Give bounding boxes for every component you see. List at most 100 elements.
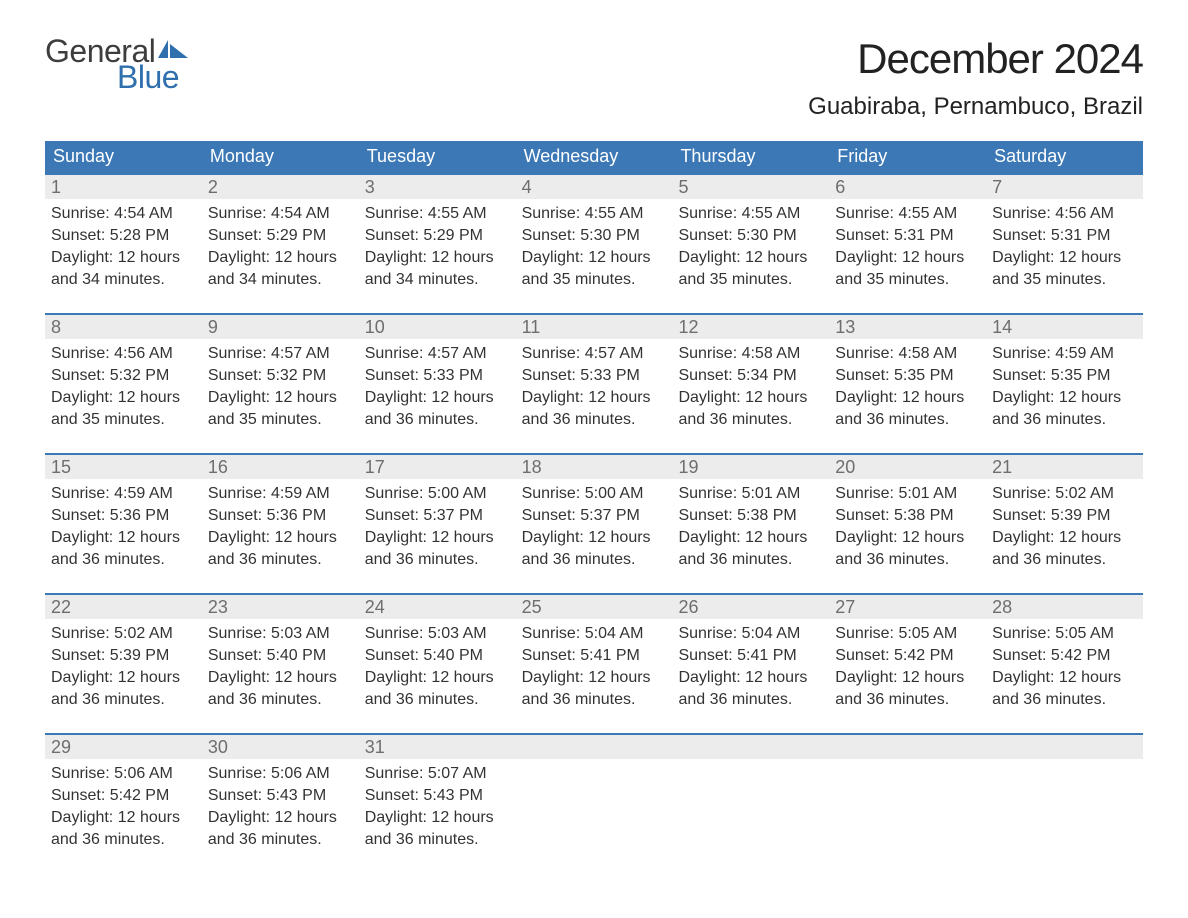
sunset-text: Sunset: 5:42 PM	[835, 645, 980, 667]
sunrise-text: Sunrise: 5:04 AM	[678, 623, 823, 645]
sunrise-text: Sunrise: 5:02 AM	[51, 623, 196, 645]
date-number: 24	[359, 595, 516, 619]
cell-body: Sunrise: 5:05 AMSunset: 5:42 PMDaylight:…	[986, 619, 1143, 719]
sunrise-text: Sunrise: 4:57 AM	[365, 343, 510, 365]
date-number: 13	[829, 315, 986, 339]
sunrise-text: Sunrise: 5:04 AM	[522, 623, 667, 645]
date-number: 15	[45, 455, 202, 479]
date-number: 5	[672, 175, 829, 199]
sunrise-text: Sunrise: 5:06 AM	[51, 763, 196, 785]
cell-body: Sunrise: 4:55 AMSunset: 5:30 PMDaylight:…	[672, 199, 829, 299]
sunset-text: Sunset: 5:40 PM	[365, 645, 510, 667]
week-row: 8Sunrise: 4:56 AMSunset: 5:32 PMDaylight…	[45, 313, 1143, 439]
sunset-text: Sunset: 5:43 PM	[208, 785, 353, 807]
daylight-text: Daylight: 12 hours and 36 minutes.	[522, 667, 667, 711]
sunset-text: Sunset: 5:37 PM	[522, 505, 667, 527]
date-number: 8	[45, 315, 202, 339]
sunset-text: Sunset: 5:38 PM	[835, 505, 980, 527]
date-number: 2	[202, 175, 359, 199]
sunset-text: Sunset: 5:29 PM	[365, 225, 510, 247]
sunset-text: Sunset: 5:29 PM	[208, 225, 353, 247]
date-number: 31	[359, 735, 516, 759]
sunset-text: Sunset: 5:39 PM	[992, 505, 1137, 527]
date-number: 20	[829, 455, 986, 479]
title-block: December 2024 Guabiraba, Pernambuco, Bra…	[808, 35, 1143, 135]
calendar-cell: 19Sunrise: 5:01 AMSunset: 5:38 PMDayligh…	[672, 455, 829, 579]
sunset-text: Sunset: 5:37 PM	[365, 505, 510, 527]
calendar-cell: 24Sunrise: 5:03 AMSunset: 5:40 PMDayligh…	[359, 595, 516, 719]
daylight-text: Daylight: 12 hours and 34 minutes.	[365, 247, 510, 291]
daylight-text: Daylight: 12 hours and 35 minutes.	[51, 387, 196, 431]
daylight-text: Daylight: 12 hours and 36 minutes.	[365, 527, 510, 571]
date-number: 19	[672, 455, 829, 479]
daylight-text: Daylight: 12 hours and 35 minutes.	[678, 247, 823, 291]
daylight-text: Daylight: 12 hours and 36 minutes.	[992, 667, 1137, 711]
sunset-text: Sunset: 5:33 PM	[522, 365, 667, 387]
sunset-text: Sunset: 5:42 PM	[51, 785, 196, 807]
calendar-cell: 27Sunrise: 5:05 AMSunset: 5:42 PMDayligh…	[829, 595, 986, 719]
sunrise-text: Sunrise: 4:55 AM	[522, 203, 667, 225]
sunrise-text: Sunrise: 5:01 AM	[678, 483, 823, 505]
cell-body: Sunrise: 5:01 AMSunset: 5:38 PMDaylight:…	[672, 479, 829, 579]
calendar-cell: 4Sunrise: 4:55 AMSunset: 5:30 PMDaylight…	[516, 175, 673, 299]
date-number: 3	[359, 175, 516, 199]
daylight-text: Daylight: 12 hours and 36 minutes.	[208, 527, 353, 571]
sunset-text: Sunset: 5:39 PM	[51, 645, 196, 667]
cell-body: Sunrise: 5:02 AMSunset: 5:39 PMDaylight:…	[45, 619, 202, 719]
daylight-text: Daylight: 12 hours and 36 minutes.	[208, 807, 353, 851]
cell-body: Sunrise: 4:57 AMSunset: 5:33 PMDaylight:…	[359, 339, 516, 439]
cell-body: Sunrise: 4:56 AMSunset: 5:31 PMDaylight:…	[986, 199, 1143, 299]
location-text: Guabiraba, Pernambuco, Brazil	[808, 93, 1143, 121]
calendar-cell: 12Sunrise: 4:58 AMSunset: 5:34 PMDayligh…	[672, 315, 829, 439]
day-header-cell: Saturday	[986, 141, 1143, 172]
cell-body: Sunrise: 4:59 AMSunset: 5:36 PMDaylight:…	[202, 479, 359, 579]
date-number: 9	[202, 315, 359, 339]
calendar-cell: 17 Sunrise: 5:00 AMSunset: 5:37 PMDayligh…	[359, 455, 516, 579]
daylight-text: Daylight: 12 hours and 36 minutes.	[208, 667, 353, 711]
cell-body: Sunrise: 4:57 AMSunset: 5:33 PMDaylight:…	[516, 339, 673, 439]
day-header-cell: Friday	[829, 141, 986, 172]
sunrise-text: Sunrise: 5:00 AM	[365, 483, 510, 505]
sunrise-text: Sunrise: 5:05 AM	[835, 623, 980, 645]
date-number: 23	[202, 595, 359, 619]
calendar-cell: 3Sunrise: 4:55 AMSunset: 5:29 PMDaylight…	[359, 175, 516, 299]
calendar-cell: 1Sunrise: 4:54 AMSunset: 5:28 PMDaylight…	[45, 175, 202, 299]
sunset-text: Sunset: 5:31 PM	[835, 225, 980, 247]
cell-body: Sunrise: 5:06 AMSunset: 5:42 PMDaylight:…	[45, 759, 202, 859]
date-number: 17	[359, 455, 516, 479]
calendar-cell: 7Sunrise: 4:56 AMSunset: 5:31 PMDaylight…	[986, 175, 1143, 299]
calendar-cell: 15Sunrise: 4:59 AMSunset: 5:36 PMDayligh…	[45, 455, 202, 579]
date-number: 14	[986, 315, 1143, 339]
date-number: 1	[45, 175, 202, 199]
calendar-cell: 11Sunrise: 4:57 AMSunset: 5:33 PMDayligh…	[516, 315, 673, 439]
calendar-cell: 31Sunrise: 5:07 AMSunset: 5:43 PMDayligh…	[359, 735, 516, 859]
sunrise-text: Sunrise: 5:03 AM	[208, 623, 353, 645]
calendar-cell: 10Sunrise: 4:57 AMSunset: 5:33 PMDayligh…	[359, 315, 516, 439]
cell-body: Sunrise: 5:04 AMSunset: 5:41 PMDaylight:…	[516, 619, 673, 719]
calendar-cell	[829, 735, 986, 859]
calendar-cell: 18Sunrise: 5:00 AMSunset: 5:37 PMDayligh…	[516, 455, 673, 579]
date-number: 18	[516, 455, 673, 479]
calendar-cell	[986, 735, 1143, 859]
calendar-cell: 26Sunrise: 5:04 AMSunset: 5:41 PMDayligh…	[672, 595, 829, 719]
sunset-text: Sunset: 5:41 PM	[678, 645, 823, 667]
cell-body: Sunrise: 5:00 AMSunset: 5:37 PMDaylight:…	[516, 479, 673, 579]
date-number	[672, 735, 829, 759]
calendar-cell: 16Sunrise: 4:59 AMSunset: 5:36 PMDayligh…	[202, 455, 359, 579]
calendar-cell: 9Sunrise: 4:57 AMSunset: 5:32 PMDaylight…	[202, 315, 359, 439]
date-number: 16	[202, 455, 359, 479]
daylight-text: Daylight: 12 hours and 35 minutes.	[992, 247, 1137, 291]
sunrise-text: Sunrise: 4:57 AM	[522, 343, 667, 365]
calendar-cell: 21Sunrise: 5:02 AMSunset: 5:39 PMDayligh…	[986, 455, 1143, 579]
sunset-text: Sunset: 5:33 PM	[365, 365, 510, 387]
daylight-text: Daylight: 12 hours and 36 minutes.	[992, 527, 1137, 571]
calendar-cell: 2Sunrise: 4:54 AMSunset: 5:29 PMDaylight…	[202, 175, 359, 299]
sunrise-text: Sunrise: 5:00 AM	[522, 483, 667, 505]
sunset-text: Sunset: 5:38 PM	[678, 505, 823, 527]
sunrise-text: Sunrise: 4:55 AM	[835, 203, 980, 225]
week-row: 15Sunrise: 4:59 AMSunset: 5:36 PMDayligh…	[45, 453, 1143, 579]
calendar-cell: 29Sunrise: 5:06 AMSunset: 5:42 PMDayligh…	[45, 735, 202, 859]
day-header-cell: Wednesday	[516, 141, 673, 172]
daylight-text: Daylight: 12 hours and 34 minutes.	[208, 247, 353, 291]
cell-body: Sunrise: 4:55 AMSunset: 5:29 PMDaylight:…	[359, 199, 516, 299]
